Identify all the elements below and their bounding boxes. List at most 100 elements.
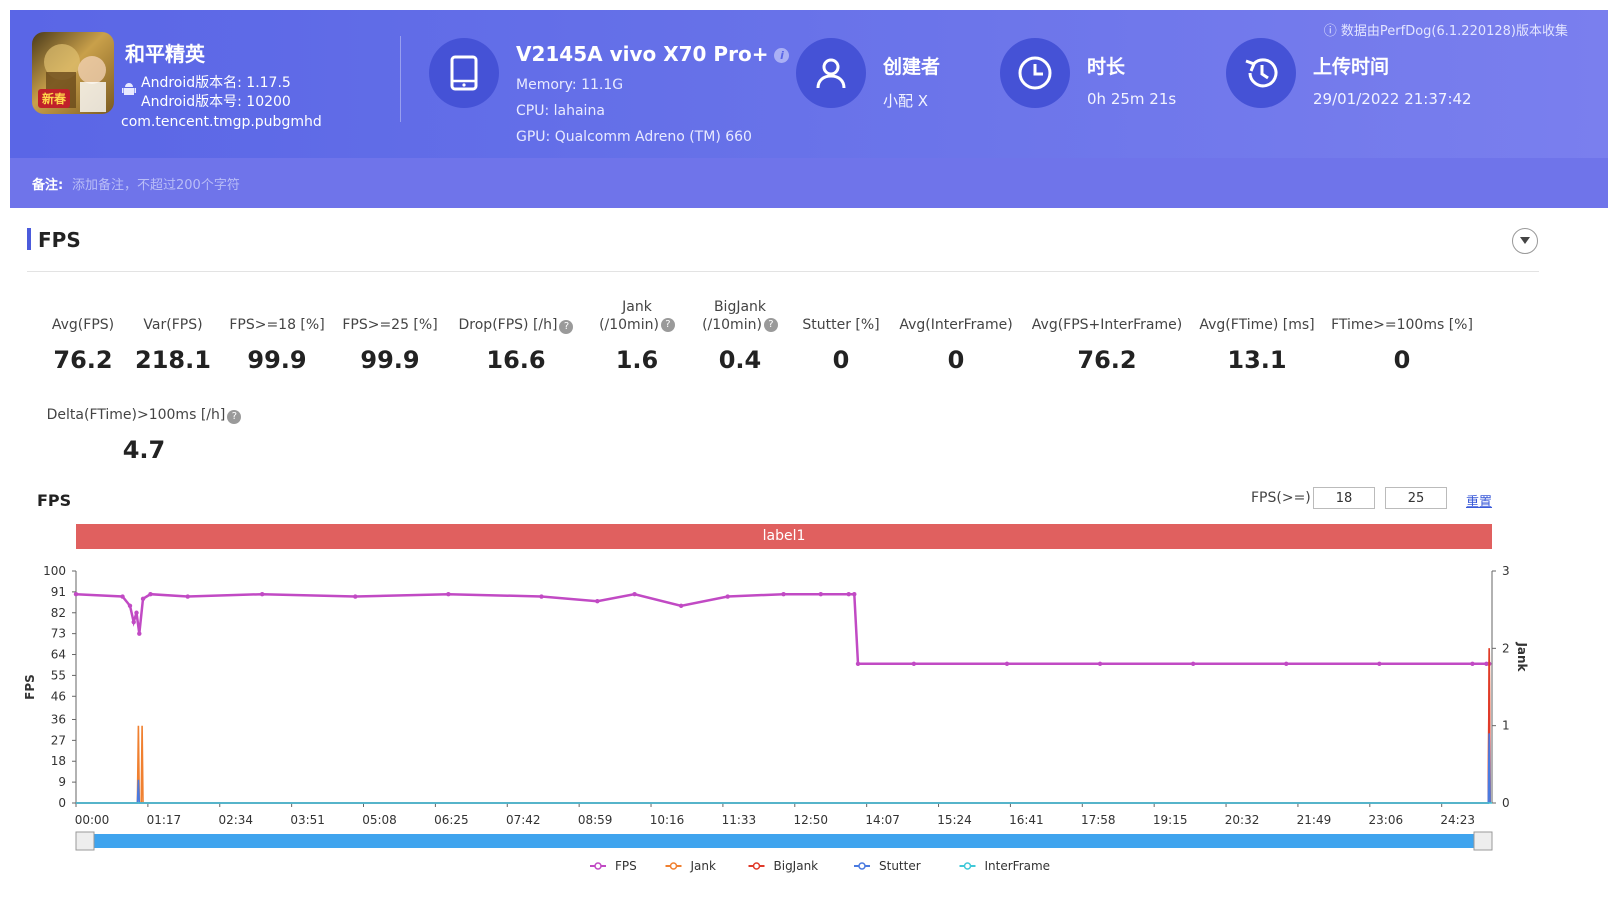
legend-label-interframe: InterFrame — [985, 859, 1051, 873]
y-axis-label: FPS — [23, 674, 37, 700]
help-icon[interactable]: ? — [763, 318, 778, 332]
help-icon[interactable]: ? — [660, 318, 675, 332]
chevron-down-icon — [1520, 237, 1530, 244]
stat-avg-fps-interframe: Avg(FPS+InterFrame) 76.2 — [1031, 317, 1183, 374]
fps-point — [1004, 661, 1010, 666]
app-name: 和平精英 — [125, 42, 205, 66]
y-tick-label: 9 — [58, 775, 66, 789]
fps-point — [353, 594, 358, 599]
fps-point — [140, 596, 146, 602]
section-divider — [27, 271, 1539, 272]
fps-point — [818, 592, 823, 597]
fps-point — [852, 592, 857, 597]
report-header: ⓘ 数据由PerfDog(6.1.220128)版本收集 新春 和平精英 And… — [10, 10, 1608, 208]
fps-point — [120, 594, 125, 599]
history-icon — [1226, 38, 1296, 108]
x-tick-label: 07:42 — [506, 813, 541, 827]
note-bar: 备注: 添加备注，不超过200个字符 — [10, 158, 1608, 208]
fps-point — [73, 592, 79, 597]
series-line-stutter — [76, 733, 1491, 804]
x-tick-label: 05:08 — [362, 813, 397, 827]
y-tick-label: 82 — [51, 606, 66, 620]
stat-avg-fps: Avg(FPS) 76.2 — [51, 317, 115, 374]
fps-section-title: FPS — [38, 228, 81, 252]
x-tick-label: 06:25 — [434, 813, 469, 827]
x-tick-label: 19:15 — [1153, 813, 1188, 827]
slider-handle-right — [1473, 831, 1493, 851]
stat-bigjank: BigJank (/10min)? 0.4 — [675, 298, 805, 374]
series-line-bigjank — [76, 648, 1491, 804]
legend-label-fps: FPS — [615, 859, 637, 873]
y2-axis-label: Jank — [1515, 641, 1529, 672]
app-icon-badge: 新春 — [38, 89, 71, 108]
slider-handle-left — [75, 831, 95, 851]
y-tick-label: 55 — [51, 668, 66, 682]
legend-label-bigjank: BigJank — [774, 859, 819, 873]
fps-point — [846, 592, 851, 597]
duration-value: 0h 25m 21s — [1087, 90, 1177, 108]
fps-point — [1484, 661, 1489, 666]
fps-point — [134, 610, 139, 615]
upload-title: 上传时间 — [1313, 56, 1390, 78]
stat-avg-ftime: Avg(FTime) [ms] 13.1 — [1199, 317, 1315, 374]
y-tick-label: 27 — [51, 733, 66, 747]
phone-icon — [429, 38, 499, 108]
note-label: 备注: — [32, 178, 64, 193]
app-icon: 新春 — [32, 32, 114, 114]
stat-var-fps: Var(FPS) 218.1 — [135, 317, 211, 374]
creator-value: 小配 X — [883, 92, 929, 110]
fps-point — [1487, 661, 1492, 666]
device-info-icon[interactable]: i — [774, 48, 790, 63]
collapse-button[interactable] — [1512, 228, 1538, 254]
help-icon[interactable]: ? — [559, 320, 574, 334]
fps-threshold-2-input[interactable] — [1385, 487, 1447, 509]
fps-point — [725, 594, 730, 599]
x-tick-label: 16:41 — [1009, 813, 1044, 827]
note-input[interactable]: 添加备注，不超过200个字符 — [72, 178, 240, 193]
y2-tick-label: 2 — [1502, 641, 1510, 655]
help-icon[interactable]: ? — [227, 410, 242, 424]
legend-marker — [669, 862, 678, 870]
user-icon — [796, 38, 866, 108]
reset-link[interactable]: 重置 — [1466, 495, 1493, 510]
series-line-fps — [75, 592, 1490, 666]
fps-point — [131, 619, 136, 625]
fps-point — [185, 594, 190, 599]
stat-fps-ge-18: FPS>=18 [%] 99.9 — [229, 317, 325, 374]
y2-tick-label: 1 — [1502, 719, 1510, 733]
legend-marker — [594, 862, 602, 870]
legend-marker — [963, 862, 972, 870]
y2-tick-label: 0 — [1502, 796, 1510, 810]
fps-point — [1377, 661, 1382, 666]
android-version-code: Android版本号: 10200 — [141, 94, 291, 110]
y-tick-label: 36 — [51, 712, 66, 726]
legend-label-jank: Jank — [690, 859, 716, 873]
fps-point — [855, 661, 861, 666]
device-name: V2145A vivo X70 Pro+ i — [516, 42, 790, 66]
x-tick-label: 08:59 — [578, 813, 613, 827]
fps-threshold-1-input[interactable] — [1313, 487, 1375, 509]
time-range-slider — [76, 834, 1492, 848]
x-tick-label: 15:24 — [937, 813, 972, 827]
label-strip[interactable]: label1 — [76, 524, 1492, 549]
legend-label-stutter: Stutter — [879, 859, 921, 873]
fps-point — [1190, 661, 1196, 666]
fps-point — [539, 594, 544, 599]
x-tick-label: 03:51 — [290, 813, 325, 827]
y-tick-label: 64 — [51, 648, 66, 662]
device-memory: Memory: 11.1G — [516, 77, 624, 93]
fps-point — [678, 603, 684, 608]
fps-point — [127, 603, 133, 608]
x-tick-label: 11:33 — [722, 813, 757, 827]
device-gpu: GPU: Qualcomm Adreno (TM) 660 — [516, 129, 752, 145]
fps-point — [1284, 661, 1289, 666]
stat-jank: Jank (/10min)? 1.6 — [572, 298, 702, 374]
fps-point — [632, 592, 637, 597]
x-tick-label: 17:58 — [1081, 813, 1116, 827]
fps-point — [148, 592, 153, 597]
x-tick-label: 21:49 — [1297, 813, 1332, 827]
series-line-jank — [76, 648, 1491, 804]
x-tick-label: 23:06 — [1369, 813, 1404, 827]
legend-marker — [752, 862, 761, 870]
stat-delta-ftime: Delta(FTime)>100ms [/h]? 4.7 — [44, 388, 244, 464]
